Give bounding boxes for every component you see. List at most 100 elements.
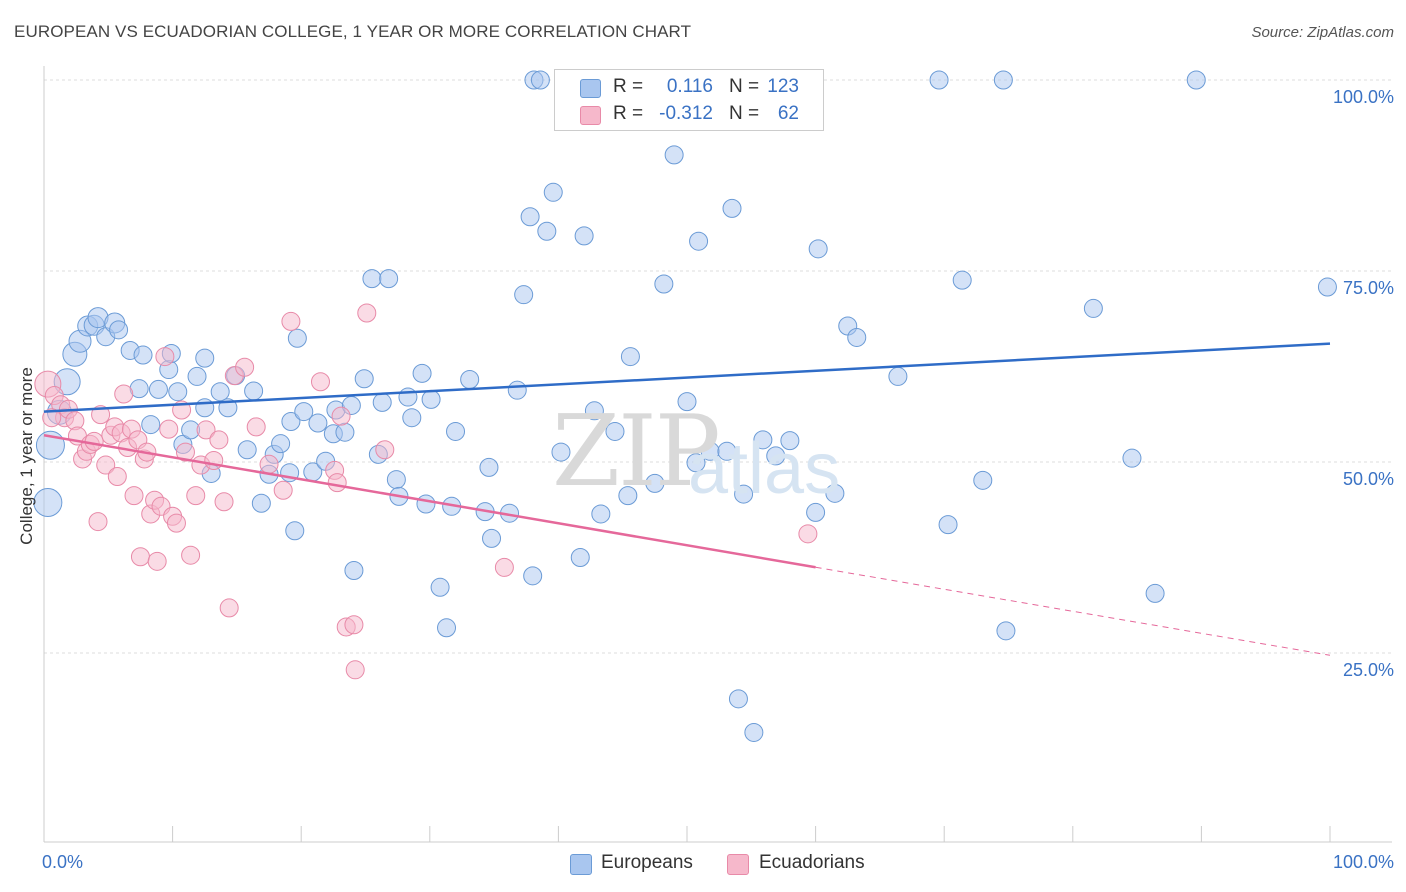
trend-layer bbox=[43, 342, 1331, 656]
ecuadorian-point bbox=[155, 347, 175, 367]
legend-item-europeans[interactable]: Europeans bbox=[570, 852, 710, 876]
european-point bbox=[362, 269, 382, 289]
european-point bbox=[271, 434, 291, 454]
ecuadorian-point bbox=[159, 419, 179, 439]
legend-row-europeans: R = 0.116 N = 123 bbox=[555, 74, 823, 100]
european-point bbox=[133, 345, 153, 365]
legend-r-label: R = bbox=[613, 76, 644, 97]
ecuadorian-point bbox=[798, 524, 818, 544]
european-point bbox=[734, 484, 754, 504]
european-point bbox=[281, 412, 301, 432]
x-tick-label-max: 100.0% bbox=[1332, 852, 1394, 872]
european-point bbox=[952, 270, 972, 290]
european-point bbox=[379, 269, 399, 289]
ecuadorian-point bbox=[246, 417, 266, 437]
ecuadorian-point bbox=[310, 372, 330, 392]
european-point bbox=[416, 494, 436, 514]
european-point bbox=[584, 401, 604, 421]
european-point bbox=[386, 470, 406, 490]
ecuadorian-point bbox=[204, 450, 224, 470]
european-point bbox=[744, 722, 764, 742]
european-point bbox=[620, 347, 640, 367]
european-point bbox=[437, 618, 457, 638]
trend-line-dashed-1 bbox=[815, 566, 1331, 656]
european-point bbox=[686, 453, 706, 473]
european-point bbox=[888, 366, 908, 386]
european-point bbox=[514, 285, 534, 305]
european-point bbox=[520, 207, 540, 227]
european-point bbox=[993, 70, 1013, 90]
european-point bbox=[825, 483, 845, 503]
european-point bbox=[237, 440, 257, 460]
european-point bbox=[372, 392, 392, 412]
european-point bbox=[664, 145, 684, 165]
legend-n-label: N = bbox=[729, 76, 760, 97]
european-point bbox=[1186, 70, 1206, 90]
legend-swatch-blue bbox=[580, 79, 601, 98]
european-point bbox=[605, 421, 625, 441]
ecuadorian-point bbox=[107, 467, 127, 487]
ecuadorian-point bbox=[130, 547, 150, 567]
ecuadorian-point bbox=[375, 440, 395, 460]
legend-n-label: N = bbox=[729, 103, 760, 124]
ecuadorian-point bbox=[96, 455, 116, 475]
european-point bbox=[308, 413, 328, 433]
european-point bbox=[1317, 277, 1337, 297]
legend-swatch-ecuadorians bbox=[727, 854, 749, 875]
y-tick-label-50: 50.0% bbox=[1342, 469, 1394, 489]
legend-item-ecuadorians[interactable]: Ecuadorians bbox=[727, 852, 877, 876]
y-axis-label: College, 1 year or more bbox=[17, 367, 36, 545]
european-point bbox=[446, 421, 466, 441]
european-point bbox=[717, 441, 737, 461]
ecuadorian-point bbox=[114, 384, 134, 404]
ecuadorian-point bbox=[196, 420, 216, 440]
legend-r-value: 0.116 bbox=[666, 76, 713, 97]
european-point bbox=[109, 320, 129, 340]
ecuadorian-point bbox=[175, 442, 195, 462]
european-point bbox=[847, 327, 867, 347]
european-point bbox=[574, 226, 594, 246]
y-tick-label-75: 75.0% bbox=[1342, 278, 1394, 298]
ecuadorian-point bbox=[147, 551, 167, 571]
ecuadorian-point bbox=[494, 557, 514, 577]
y-tick-label-100: 100.0% bbox=[1332, 87, 1394, 107]
legend-r-value: -0.312 bbox=[659, 103, 713, 124]
chart-title: EUROPEAN VS ECUADORIAN COLLEGE, 1 YEAR O… bbox=[14, 22, 692, 41]
ecuadorian-point bbox=[344, 615, 364, 635]
ecuadorian-point bbox=[124, 486, 144, 506]
ecuadorian-point bbox=[209, 430, 229, 450]
european-point bbox=[537, 221, 557, 241]
watermark-atlas: atlas bbox=[688, 429, 841, 509]
trend-line-1 bbox=[43, 434, 816, 569]
trend-line-0 bbox=[43, 342, 1331, 413]
ecuadorian-point bbox=[281, 311, 301, 331]
ecuadorian-point bbox=[186, 486, 206, 506]
european-point bbox=[168, 382, 188, 402]
european-point bbox=[753, 430, 773, 450]
ecuadorian-point bbox=[214, 492, 234, 512]
european-point bbox=[543, 182, 563, 202]
european-point bbox=[187, 366, 207, 386]
european-point bbox=[689, 231, 709, 251]
legend-n-value: 123 bbox=[767, 76, 799, 97]
legend-swatch-pink bbox=[580, 106, 601, 125]
european-point bbox=[591, 504, 611, 524]
x-tick-label-min: 0.0% bbox=[42, 852, 84, 872]
y-tick-label-25: 25.0% bbox=[1342, 660, 1394, 680]
european-point bbox=[33, 487, 63, 517]
european-point bbox=[996, 621, 1016, 641]
european-point bbox=[294, 402, 314, 422]
european-point bbox=[460, 369, 480, 389]
ecuadorian-point bbox=[166, 513, 186, 533]
european-point bbox=[402, 408, 422, 428]
ecuadorian-point bbox=[357, 303, 377, 323]
ecuadorian-point bbox=[84, 431, 104, 451]
legend-n-value: 62 bbox=[777, 103, 799, 124]
european-point bbox=[654, 274, 674, 294]
european-point bbox=[244, 381, 264, 401]
european-point bbox=[195, 348, 215, 368]
european-point bbox=[482, 528, 502, 548]
ecuadorian-point bbox=[42, 408, 62, 428]
european-point bbox=[412, 363, 432, 383]
